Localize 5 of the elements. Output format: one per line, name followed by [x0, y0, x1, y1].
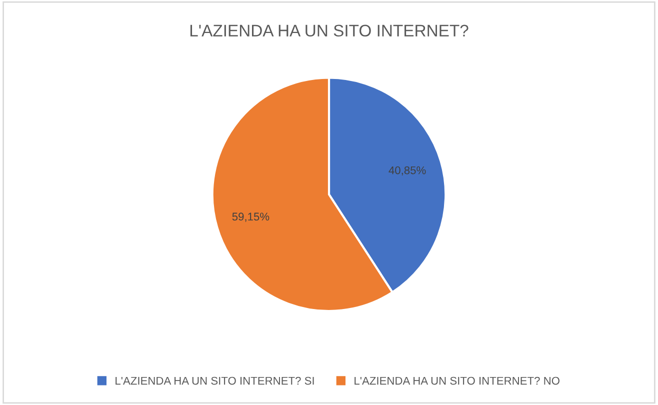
data-label: 40,85%: [388, 166, 426, 176]
chart-title: L'AZIENDA HA UN SITO INTERNET?: [190, 24, 468, 37]
legend-label: L'AZIENDA HA UN SITO INTERNET? NO: [354, 376, 560, 385]
data-label: 59,15%: [232, 212, 270, 222]
legend-label: L'AZIENDA HA UN SITO INTERNET? SI: [116, 376, 314, 385]
